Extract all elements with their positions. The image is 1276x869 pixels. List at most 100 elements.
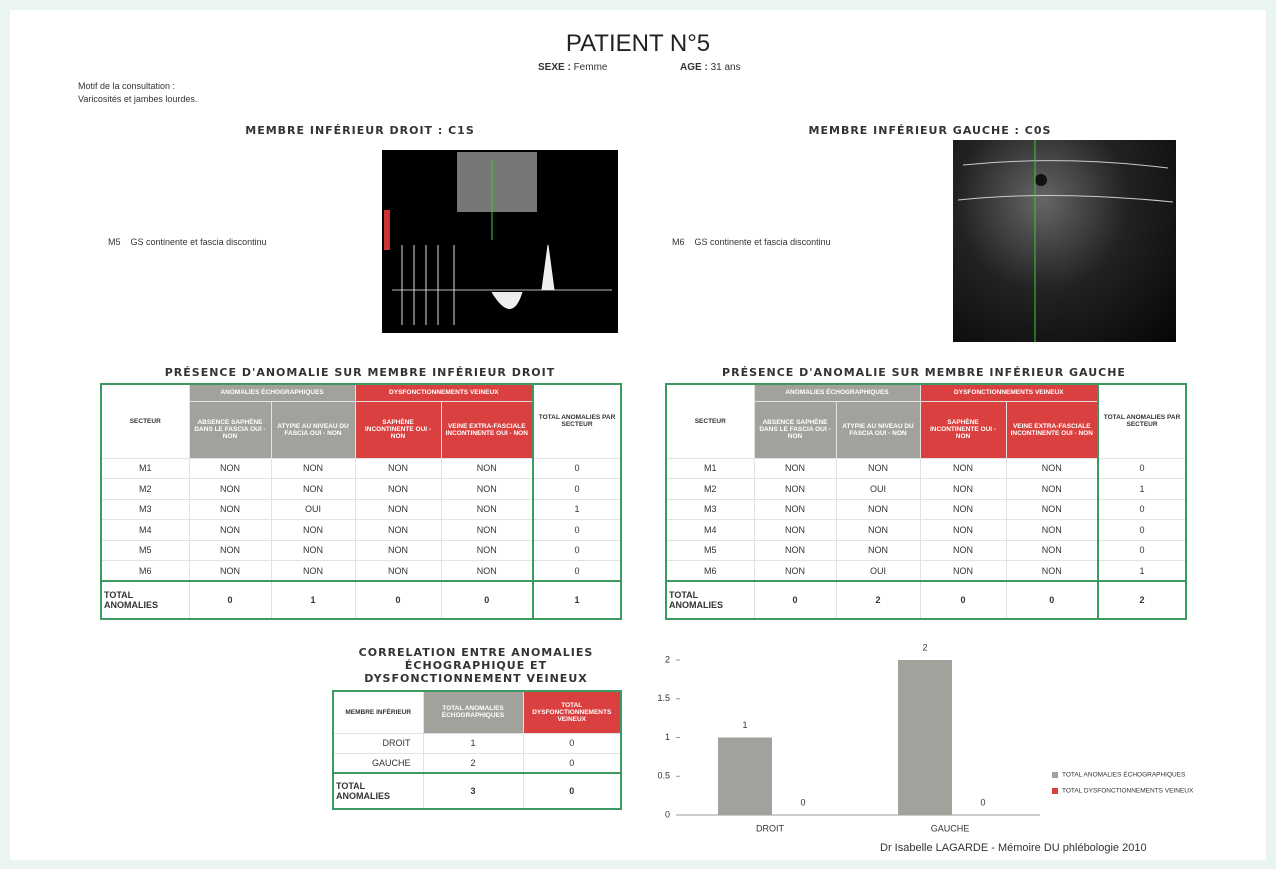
cell: OUI: [835, 478, 921, 500]
cell: NON: [440, 457, 534, 479]
cell: NON: [188, 539, 272, 561]
cell: 2: [422, 752, 524, 774]
y-tick-label: 1: [665, 732, 670, 742]
cell: NON: [354, 519, 442, 541]
sex-value: Femme: [573, 62, 608, 73]
cell: M1: [100, 457, 190, 479]
cell: NON: [188, 457, 272, 479]
column-header: SECTEUR: [665, 383, 755, 459]
table-title: PRÉSENCE D'ANOMALIE SUR MEMBRE INFÉRIEUR…: [164, 366, 556, 379]
cell: NON: [753, 519, 837, 541]
echo-window: [457, 152, 537, 212]
limb-heading: MEMBRE INFÉRIEUR GAUCHE : C0S: [808, 124, 1052, 137]
row: DROIT 1 0: [332, 732, 622, 754]
table: MEMBRE INFÉRIEUR TOTAL ANOMALIES ÉCHOGRAP…: [332, 690, 622, 810]
cell: NON: [354, 560, 442, 582]
cell: NON: [919, 498, 1007, 520]
sex-label: SEXE :: [538, 62, 571, 73]
cell: M4: [100, 519, 190, 541]
row: M1 NON NON NON NON 0: [100, 457, 623, 479]
cell: 0: [1097, 539, 1188, 561]
row: M6 NON OUI NON NON 1: [665, 560, 1188, 582]
legend-label: TOTAL DYSFONCTIONNEMENTS VEINEUX: [1062, 788, 1194, 795]
total-cell: 3: [422, 772, 524, 810]
row: M2 NON OUI NON NON 1: [665, 478, 1188, 500]
column-header: VEINE EXTRA-FASCIALE INCONTINENTE OUI - …: [440, 400, 534, 459]
column-header: MEMBRE INFÉRIEUR: [332, 690, 424, 734]
cell: NON: [919, 457, 1007, 479]
column-header: SAPHÈNE INCONTINENTE OUI - NON: [354, 400, 442, 459]
motif: Motif de la consultation : Varicosités et…: [78, 80, 197, 106]
footer: Dr Isabelle LAGARDE - Mémoire DU phlébol…: [880, 842, 1147, 854]
cell: NON: [753, 560, 837, 582]
cell: NON: [354, 539, 442, 561]
ultrasound-image: [953, 140, 1176, 342]
header-row: SECTEUR ANOMALIES ÉCHOGRAPHIQUES DYSFONCTI…: [100, 383, 623, 459]
motif-label: Motif de la consultation :: [78, 81, 176, 91]
total-cell: TOTAL ANOMALIES: [332, 772, 424, 810]
column-header: ABSENCE SAPHÈNE DANS LE FASCIA OUI - NON: [753, 400, 837, 459]
sex: SEXE : Femme: [538, 62, 607, 73]
row: GAUCHE 2 0: [332, 752, 622, 774]
column-header: TOTAL ANOMALIES PAR SECTEUR: [532, 383, 623, 459]
row: M6 NON NON NON NON 0: [100, 560, 623, 582]
header-row: MEMBRE INFÉRIEUR TOTAL ANOMALIES ÉCHOGRAP…: [332, 690, 622, 734]
bar: [718, 737, 772, 815]
cell: NON: [753, 539, 837, 561]
total-cell: 0: [188, 580, 272, 620]
cell: NON: [1005, 457, 1099, 479]
cell: 0: [1097, 498, 1188, 520]
cell: 1: [532, 498, 623, 520]
data-label: 0: [800, 797, 805, 807]
cell: M3: [100, 498, 190, 520]
group-header: ANOMALIES ÉCHOGRAPHIQUES: [753, 383, 921, 402]
row: M4 NON NON NON NON 0: [665, 519, 1188, 541]
total-cell: 0: [1005, 580, 1099, 620]
cell: NON: [1005, 498, 1099, 520]
group-header: DYSFONCTIONNEMENTS VEINEUX: [354, 383, 534, 402]
cell: M5: [100, 539, 190, 561]
y-tick-label: 0: [665, 809, 670, 819]
cell: NON: [440, 539, 534, 561]
table-title: PRÉSENCE D'ANOMALIE SUR MEMBRE INFÉRIEUR…: [722, 366, 1126, 379]
cell: NON: [270, 457, 356, 479]
cell: 0: [522, 752, 622, 774]
total-cell: TOTAL ANOMALIES: [100, 580, 190, 620]
cell: NON: [1005, 539, 1099, 561]
cell: NON: [270, 519, 356, 541]
column-header: TOTAL ANOMALIES PAR SECTEUR: [1097, 383, 1188, 459]
cell: NON: [440, 519, 534, 541]
group-header: ANOMALIES ÉCHOGRAPHIQUES: [188, 383, 356, 402]
cell: NON: [440, 560, 534, 582]
fascia-line: [957, 160, 1174, 203]
cell: NON: [919, 539, 1007, 561]
row: M2 NON NON NON NON 0: [100, 478, 623, 500]
cell: NON: [440, 498, 534, 520]
cell: NON: [835, 457, 921, 479]
note-sector: M5: [108, 237, 121, 247]
data-label: 1: [742, 720, 747, 730]
cell: 0: [532, 457, 623, 479]
cell: NON: [354, 457, 442, 479]
total-cell: 0: [522, 772, 622, 810]
motif-text: Varicosités et jambes lourdes.: [78, 94, 198, 104]
row: M1 NON NON NON NON 0: [665, 457, 1188, 479]
cell: NON: [270, 539, 356, 561]
column-header: SAPHÈNE INCONTINENTE OUI - NON: [919, 400, 1007, 459]
cell: GAUCHE: [332, 752, 424, 774]
total-cell: TOTAL ANOMALIES: [665, 580, 755, 620]
total-row: TOTAL ANOMALIES 3 0: [332, 772, 622, 810]
total-cell: 2: [1097, 580, 1188, 620]
row: M5 NON NON NON NON 0: [100, 539, 623, 561]
row: M3 NON NON NON NON 0: [665, 498, 1188, 520]
echo: [957, 140, 1174, 342]
table: SECTEUR ANOMALIES ÉCHOGRAPHIQUES DYSFONCTI…: [665, 383, 1188, 620]
data-label: 2: [922, 642, 927, 652]
total-row: TOTAL ANOMALIES 0 1 0 0 1: [100, 580, 623, 620]
cell: NON: [753, 478, 837, 500]
cell: M3: [665, 498, 755, 520]
total-cell: 0: [919, 580, 1007, 620]
column-header: SECTEUR: [100, 383, 190, 459]
cell: 0: [522, 732, 622, 754]
limb-note: M6 GS continente et fascia discontinu: [672, 237, 831, 247]
